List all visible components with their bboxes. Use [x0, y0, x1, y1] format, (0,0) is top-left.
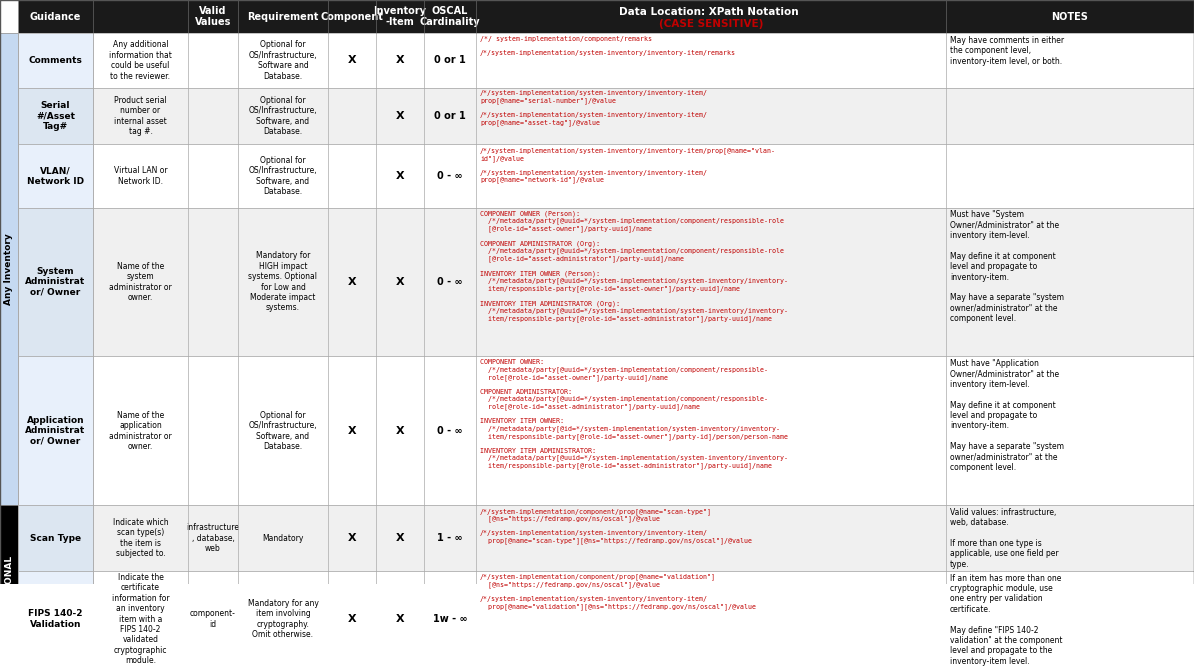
Text: Optional for
OS/Infrastructure,
Software and
Database.: Optional for OS/Infrastructure, Software… [248, 40, 318, 81]
Text: Indicate which
scan type(s)
the item is
subjected to.: Indicate which scan type(s) the item is … [112, 518, 168, 558]
Text: Must have "Application
Owner/Administrator" at the
inventory item-level.

May de: Must have "Application Owner/Administrat… [950, 359, 1064, 472]
Text: FIPS 140-2
Validation: FIPS 140-2 Validation [29, 610, 82, 629]
Bar [18, 207, 1194, 356]
Text: X: X [347, 426, 356, 436]
Bar [18, 0, 1194, 33]
Text: OSCAL
Cardinality: OSCAL Cardinality [419, 6, 480, 27]
Text: Mandatory: Mandatory [263, 534, 303, 542]
Text: X: X [395, 533, 405, 543]
Text: COMPONENT OWNER (Person):
  /*/metadata/party[@uuid=*/system-implementation/comp: COMPONENT OWNER (Person): /*/metadata/pa… [480, 210, 788, 322]
Text: Product serial
number or
internal asset
tag #.: Product serial number or internal asset … [115, 96, 167, 136]
Bar [18, 505, 93, 571]
Text: /*/system-implementation/system-inventory/inventory-item/prop[@name="vlan-
id"]/: /*/system-implementation/system-inventor… [480, 147, 776, 183]
Text: System
Administrat
or/ Owner: System Administrat or/ Owner [25, 267, 86, 297]
Text: Optional for
OS/Infrastructure,
Software, and
Database.: Optional for OS/Infrastructure, Software… [248, 156, 318, 196]
Text: infrastructure
, database,
web: infrastructure , database, web [186, 523, 240, 553]
Text: Requirement: Requirement [247, 11, 319, 21]
Text: X: X [395, 171, 405, 181]
Text: 1w - ∞: 1w - ∞ [432, 614, 467, 624]
Text: /*/system-implementation/system-inventory/inventory-item/
prop[@name="serial-num: /*/system-implementation/system-inventor… [480, 90, 708, 125]
Text: If an item has more than one
cryptographic module, use
one entry per validation
: If an item has more than one cryptograph… [950, 574, 1063, 666]
Text: /*/system-implementation/component/prop[@name="scan-type"]
  [@ns="https://fedra: /*/system-implementation/component/prop[… [480, 508, 752, 544]
Text: X: X [347, 277, 356, 287]
Text: Data Location: XPath Notation: Data Location: XPath Notation [620, 7, 802, 17]
Text: 0 - ∞: 0 - ∞ [437, 277, 463, 287]
Text: VLAN/
Network ID: VLAN/ Network ID [27, 166, 84, 185]
Text: Any Inventory: Any Inventory [5, 233, 13, 305]
Text: Name of the
system
administrator or
owner.: Name of the system administrator or owne… [109, 262, 172, 302]
Text: 0 - ∞: 0 - ∞ [437, 426, 463, 436]
Bar [0, 505, 18, 667]
Text: Name of the
application
administrator or
owner.: Name of the application administrator or… [109, 411, 172, 451]
Text: NOTES: NOTES [1052, 11, 1089, 21]
Bar [18, 33, 1194, 87]
Text: /*/ system-implementation/component/remarks

/*/system-implementation/system-inv: /*/ system-implementation/component/rema… [480, 36, 736, 56]
Text: (CASE SENSITIVE): (CASE SENSITIVE) [659, 19, 763, 29]
Text: Optional for
OS/Infrastructure,
Software, and
Database.: Optional for OS/Infrastructure, Software… [248, 96, 318, 136]
Bar [18, 207, 93, 356]
Text: Serial
#/Asset
Tag#: Serial #/Asset Tag# [36, 101, 75, 131]
Bar [0, 33, 18, 505]
Text: X: X [347, 614, 356, 624]
Text: 1 - ∞: 1 - ∞ [437, 533, 463, 543]
Bar [18, 145, 1194, 207]
Text: Valid
Values: Valid Values [195, 6, 232, 27]
Text: Optional for
OS/Infrastructure,
Software, and
Database.: Optional for OS/Infrastructure, Software… [248, 411, 318, 451]
Text: Mandatory for
HIGH impact
systems. Optional
for Low and
Moderate impact
systems.: Mandatory for HIGH impact systems. Optio… [248, 251, 318, 312]
Text: Indicate the
certificate
information for
an inventory
item with a
FIPS 140-2
val: Indicate the certificate information for… [112, 573, 170, 665]
Text: Any additional
information that
could be useful
to the reviewer.: Any additional information that could be… [109, 40, 172, 81]
Text: X: X [395, 614, 405, 624]
Text: Guidance: Guidance [30, 11, 81, 21]
Text: Scan Type: Scan Type [30, 534, 81, 542]
Bar [18, 87, 93, 145]
Text: X: X [395, 111, 405, 121]
Text: X: X [395, 55, 405, 65]
Bar [18, 505, 1194, 571]
Bar [18, 571, 93, 667]
Text: X: X [347, 533, 356, 543]
Bar [18, 33, 93, 87]
Text: Comments: Comments [29, 56, 82, 65]
Bar [18, 145, 93, 207]
Bar [18, 571, 1194, 667]
Text: X: X [347, 55, 356, 65]
Text: X: X [395, 277, 405, 287]
Bar [18, 356, 93, 505]
Text: Component: Component [320, 11, 383, 21]
Text: Mandatory for any
item involving
cryptography.
Omit otherwise.: Mandatory for any item involving cryptog… [247, 599, 319, 639]
Text: Application
Administrat
or/ Owner: Application Administrat or/ Owner [25, 416, 86, 446]
Text: component-
id: component- id [190, 610, 236, 629]
Text: Inventory
-Item: Inventory -Item [374, 6, 426, 27]
Text: 0 or 1: 0 or 1 [435, 111, 466, 121]
Text: ADDITIONAL: ADDITIONAL [5, 555, 13, 618]
Text: COMPONENT OWNER:
  /*/metadata/party[@uuid=*/system-implementation/component/res: COMPONENT OWNER: /*/metadata/party[@uuid… [480, 359, 788, 469]
Text: May have comments in either
the component level,
inventory-item level, or both.: May have comments in either the componen… [950, 36, 1064, 66]
Text: X: X [395, 426, 405, 436]
Text: Valid values: infrastructure,
web, database.

If more than one type is
applicabl: Valid values: infrastructure, web, datab… [950, 508, 1059, 569]
Text: 0 - ∞: 0 - ∞ [437, 171, 463, 181]
Bar [18, 87, 1194, 145]
Text: /*/system-implementation/component/prop[@name="validation"]
  [@ns="https://fedr: /*/system-implementation/component/prop[… [480, 574, 756, 610]
Bar [18, 356, 1194, 505]
Text: Must have "System
Owner/Administrator" at the
inventory item-level.

May define : Must have "System Owner/Administrator" a… [950, 210, 1064, 323]
Text: Virtual LAN or
Network ID.: Virtual LAN or Network ID. [113, 166, 167, 185]
Text: 0 or 1: 0 or 1 [435, 55, 466, 65]
